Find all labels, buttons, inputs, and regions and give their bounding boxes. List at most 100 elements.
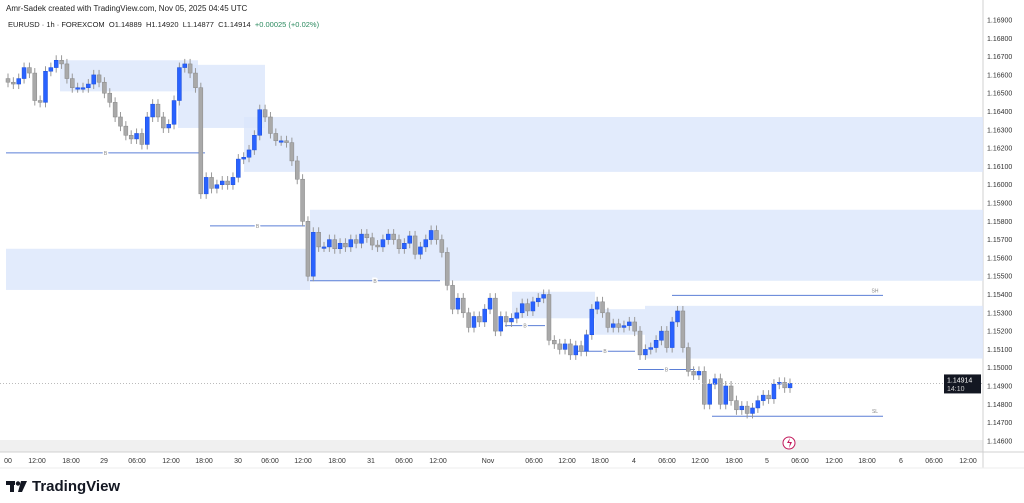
candle: [70, 73, 75, 93]
candle-body: [59, 60, 64, 65]
candle-body: [766, 394, 771, 400]
candle: [509, 313, 514, 327]
candle: [412, 230, 418, 260]
candle: [102, 77, 107, 99]
candle-body: [375, 244, 380, 248]
candle-body: [627, 321, 632, 326]
candle: [48, 62, 54, 77]
candle: [712, 373, 718, 390]
candle-body: [450, 285, 455, 310]
price-tick-label: 1.16700: [987, 54, 1012, 61]
candle: [461, 293, 466, 318]
lightning-alert-icon[interactable]: [782, 436, 796, 450]
high-value: H1.14920: [145, 20, 179, 29]
candle-body: [294, 160, 300, 180]
change-value: +0.00025 (+0.02%): [254, 20, 320, 29]
candle: [702, 366, 707, 410]
price-tick-label: 1.14700: [987, 420, 1012, 427]
price-tick-label: 1.16500: [987, 91, 1012, 98]
candle: [203, 172, 209, 199]
candle: [27, 62, 32, 79]
candle: [664, 326, 670, 353]
candle: [541, 289, 546, 304]
candle: [669, 316, 675, 353]
time-tick-label: 4: [632, 458, 636, 465]
candle-body: [96, 74, 102, 83]
candle-body: [128, 135, 134, 140]
candle-body: [214, 184, 220, 189]
time-tick-label: 00: [4, 458, 12, 465]
ohlc-legend: EURUSD · 1h · FOREXCOM O1.14889 H1.14920…: [8, 20, 319, 29]
candle: [300, 174, 305, 227]
time-tick-label: 30: [234, 458, 242, 465]
candle-body: [171, 100, 177, 125]
candle-body: [696, 371, 702, 376]
candle: [744, 401, 750, 419]
candle: [503, 311, 509, 327]
candle-body: [225, 180, 230, 185]
price-tick-label: 1.16200: [987, 146, 1012, 153]
candle-body: [16, 78, 21, 85]
candle-body: [102, 81, 107, 94]
candle: [643, 344, 648, 360]
time-tick-label: 06:00: [261, 458, 279, 465]
candle: [766, 390, 771, 404]
candle: [353, 234, 359, 249]
candle-body: [444, 252, 450, 286]
candle-body: [632, 321, 637, 332]
candle: [230, 172, 236, 190]
candle: [198, 82, 204, 199]
time-tick-label: 06:00: [791, 458, 809, 465]
candle: [107, 88, 113, 108]
candle: [187, 58, 193, 79]
brand-name: TradingView: [32, 478, 121, 495]
time-tick-label: 06:00: [658, 458, 676, 465]
candle-body: [402, 243, 407, 249]
price-tick-label: 1.15000: [987, 365, 1012, 372]
candle: [86, 79, 91, 93]
price-tick-label: 1.15200: [987, 329, 1012, 336]
tradingview-logo[interactable]: TradingView: [6, 478, 120, 495]
candle-body: [552, 340, 557, 345]
candle: [771, 379, 777, 404]
candle: [128, 130, 134, 144]
time-tick-label: 18:00: [62, 458, 80, 465]
candle-body: [289, 142, 295, 162]
candle: [182, 58, 188, 73]
price-tick-label: 1.16300: [987, 127, 1012, 134]
supply-demand-zone: [6, 248, 310, 290]
candle-body: [145, 116, 150, 145]
candle-body: [412, 235, 418, 255]
candle: [477, 311, 482, 327]
candle-body: [594, 301, 600, 310]
candle-body: [321, 246, 327, 249]
level-label: B: [104, 151, 108, 157]
candle-body: [257, 109, 262, 136]
candle: [637, 326, 643, 360]
chart-credit: Amr-Sadek created with TradingView.com, …: [6, 4, 248, 13]
candle: [289, 137, 295, 166]
candle-body: [241, 157, 246, 160]
candle-body: [621, 325, 627, 328]
candle-body: [418, 246, 423, 255]
candle: [536, 293, 541, 307]
current-price-value: 1.14914: [947, 377, 972, 384]
candle-body: [439, 239, 445, 253]
candle-body: [519, 303, 525, 314]
candle-body: [600, 301, 605, 314]
candle-body: [203, 177, 209, 195]
candle: [118, 111, 123, 132]
symbol-label[interactable]: EURUSD · 1h · FOREXCOM: [8, 20, 105, 29]
candle-body: [300, 178, 305, 222]
candle: [369, 232, 375, 251]
candle: [750, 402, 755, 419]
candle-body: [246, 149, 252, 158]
candle: [327, 234, 332, 252]
candle: [707, 379, 712, 410]
time-tick-label: 18:00: [195, 458, 213, 465]
candle: [252, 130, 257, 155]
candle-body: [509, 318, 514, 323]
candle-body: [712, 378, 718, 385]
candle-body: [139, 133, 145, 145]
